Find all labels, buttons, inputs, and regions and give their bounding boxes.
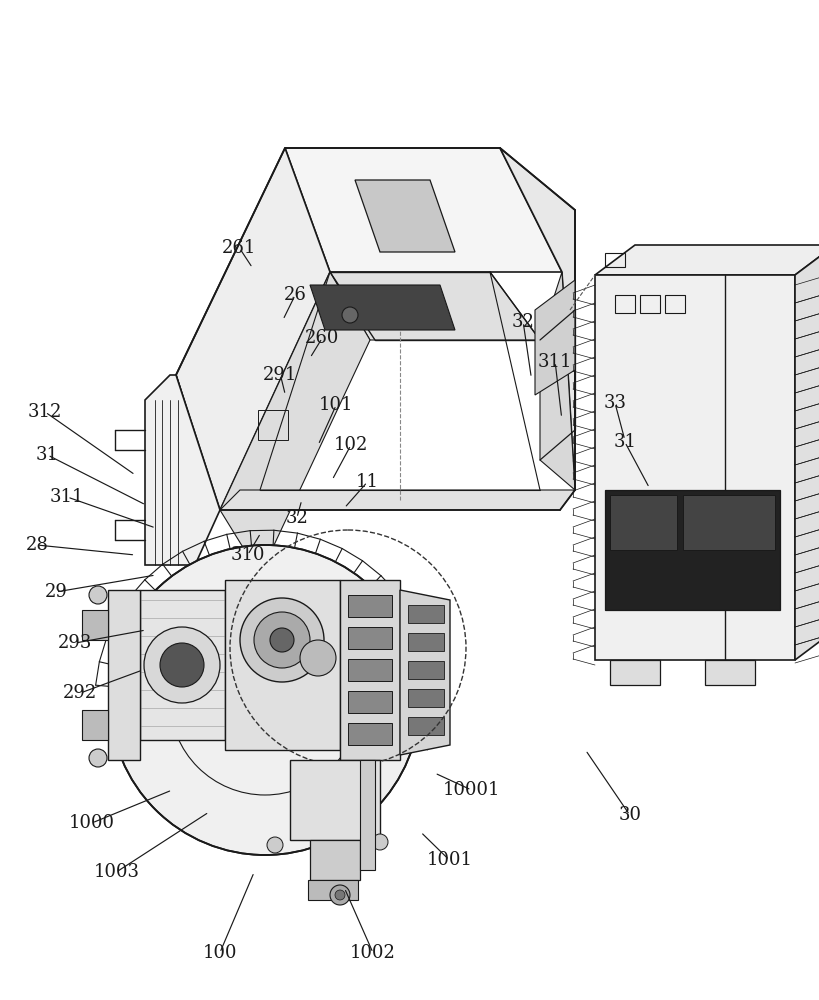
Polygon shape (285, 148, 561, 272)
Polygon shape (408, 633, 443, 651)
Polygon shape (609, 495, 676, 550)
Polygon shape (308, 880, 358, 900)
Polygon shape (82, 710, 108, 740)
Text: 261: 261 (222, 239, 256, 257)
Text: 31: 31 (613, 433, 636, 451)
Circle shape (290, 695, 300, 705)
Text: 28: 28 (25, 536, 48, 554)
Polygon shape (400, 590, 450, 755)
Circle shape (110, 545, 419, 855)
Polygon shape (310, 840, 360, 880)
Polygon shape (224, 580, 340, 750)
Polygon shape (347, 595, 391, 617)
Text: 31: 31 (36, 446, 59, 464)
Circle shape (335, 890, 345, 900)
Circle shape (269, 628, 294, 652)
Text: 1000: 1000 (69, 814, 115, 832)
Text: 291: 291 (263, 366, 297, 384)
Text: 101: 101 (319, 396, 353, 414)
Text: 32: 32 (285, 509, 308, 527)
Circle shape (254, 612, 310, 668)
Circle shape (267, 837, 283, 853)
Polygon shape (347, 691, 391, 713)
Polygon shape (140, 590, 224, 740)
Text: 30: 30 (618, 806, 640, 824)
Polygon shape (408, 689, 443, 707)
Circle shape (89, 586, 106, 604)
Polygon shape (682, 495, 774, 550)
Text: 312: 312 (28, 403, 62, 421)
Circle shape (144, 627, 219, 703)
Circle shape (342, 307, 358, 323)
Text: 260: 260 (305, 329, 339, 347)
Polygon shape (408, 717, 443, 735)
Text: 311: 311 (537, 353, 572, 371)
Circle shape (240, 598, 324, 682)
Text: 100: 100 (202, 944, 237, 962)
Polygon shape (347, 627, 391, 649)
Circle shape (89, 749, 106, 767)
Circle shape (300, 640, 336, 676)
Text: 1001: 1001 (426, 851, 472, 869)
Polygon shape (604, 490, 779, 610)
Polygon shape (704, 660, 754, 685)
Text: 102: 102 (333, 436, 368, 454)
Text: 11: 11 (355, 473, 378, 491)
Circle shape (219, 655, 310, 745)
Text: 26: 26 (283, 286, 306, 304)
Polygon shape (176, 148, 329, 510)
Circle shape (281, 716, 291, 726)
Text: 10001: 10001 (442, 781, 500, 799)
Circle shape (329, 885, 350, 905)
Polygon shape (290, 760, 379, 840)
Circle shape (160, 643, 204, 687)
Polygon shape (108, 590, 140, 760)
Polygon shape (609, 660, 659, 685)
Polygon shape (595, 275, 794, 660)
Text: 33: 33 (603, 394, 626, 412)
Text: 293: 293 (58, 634, 93, 652)
Polygon shape (360, 760, 374, 870)
Text: 1002: 1002 (350, 944, 396, 962)
Polygon shape (500, 148, 574, 490)
Polygon shape (408, 605, 443, 623)
Text: 1003: 1003 (93, 863, 139, 881)
Polygon shape (310, 285, 455, 330)
Text: 32: 32 (511, 313, 534, 331)
Polygon shape (355, 180, 455, 252)
Polygon shape (347, 659, 391, 681)
Polygon shape (340, 580, 400, 760)
Polygon shape (347, 723, 391, 745)
Polygon shape (595, 245, 819, 275)
Polygon shape (219, 490, 574, 510)
Polygon shape (219, 272, 369, 575)
Polygon shape (408, 661, 443, 679)
Circle shape (260, 725, 269, 735)
Polygon shape (540, 272, 574, 490)
Polygon shape (329, 272, 540, 340)
Circle shape (372, 834, 387, 850)
Text: 310: 310 (230, 546, 265, 564)
Polygon shape (794, 245, 819, 660)
Polygon shape (534, 280, 574, 395)
Circle shape (238, 716, 248, 726)
Polygon shape (145, 375, 219, 565)
Text: 29: 29 (44, 583, 67, 601)
Text: 311: 311 (50, 488, 84, 506)
Polygon shape (82, 610, 108, 640)
Text: 292: 292 (63, 684, 97, 702)
